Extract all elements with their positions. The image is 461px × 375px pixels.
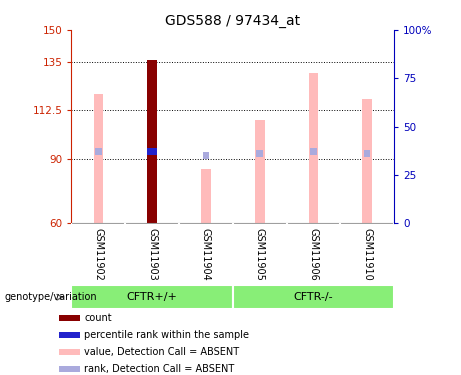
Text: GSM11910: GSM11910 bbox=[362, 228, 372, 280]
Text: GSM11903: GSM11903 bbox=[147, 228, 157, 280]
Bar bbox=[203, 152, 209, 159]
Bar bbox=[310, 148, 317, 155]
Bar bbox=[59, 315, 80, 321]
Bar bbox=[201, 170, 211, 223]
Bar bbox=[362, 99, 372, 223]
Text: value, Detection Call = ABSENT: value, Detection Call = ABSENT bbox=[84, 347, 240, 357]
Bar bbox=[148, 148, 157, 155]
Text: GSM11906: GSM11906 bbox=[308, 228, 319, 280]
Bar bbox=[94, 94, 103, 223]
Bar bbox=[71, 285, 233, 309]
Text: percentile rank within the sample: percentile rank within the sample bbox=[84, 330, 249, 340]
Text: CFTR-/-: CFTR-/- bbox=[294, 292, 333, 302]
Title: GDS588 / 97434_at: GDS588 / 97434_at bbox=[165, 13, 301, 28]
Bar bbox=[309, 73, 318, 223]
Bar bbox=[148, 60, 157, 223]
Text: GSM11904: GSM11904 bbox=[201, 228, 211, 280]
Bar bbox=[59, 332, 80, 338]
Text: count: count bbox=[84, 313, 112, 323]
Text: GSM11905: GSM11905 bbox=[254, 228, 265, 280]
Bar bbox=[255, 120, 265, 223]
Bar bbox=[364, 150, 371, 157]
Bar bbox=[233, 285, 394, 309]
Text: GSM11902: GSM11902 bbox=[93, 228, 103, 280]
Bar bbox=[59, 350, 80, 355]
Bar bbox=[95, 148, 101, 155]
Bar bbox=[59, 366, 80, 372]
Text: CFTR+/+: CFTR+/+ bbox=[127, 292, 177, 302]
Text: rank, Detection Call = ABSENT: rank, Detection Call = ABSENT bbox=[84, 364, 235, 374]
Text: genotype/variation: genotype/variation bbox=[5, 292, 97, 302]
Bar bbox=[256, 150, 263, 157]
